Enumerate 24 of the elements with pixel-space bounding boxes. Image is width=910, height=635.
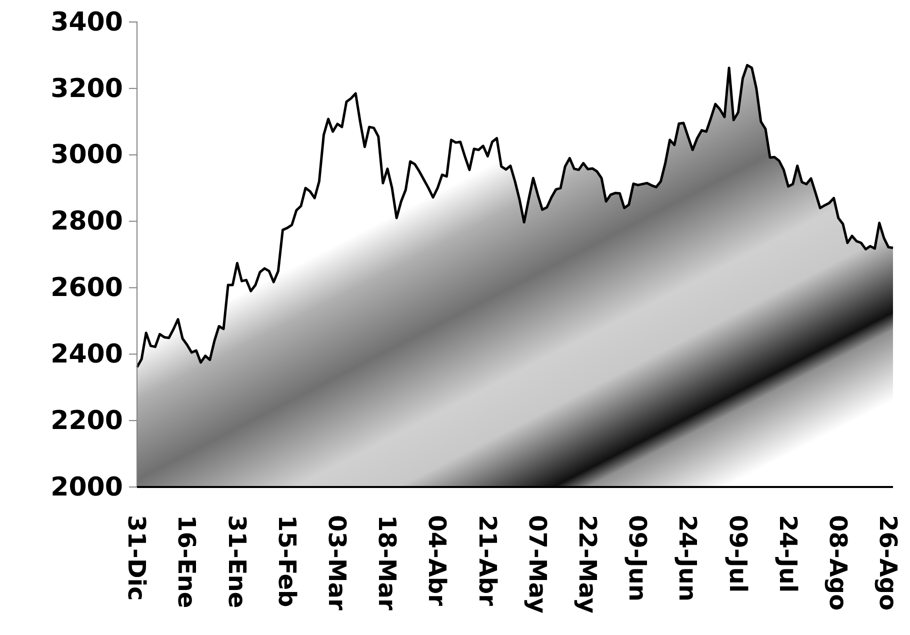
y-tick-label: 3000 (50, 140, 123, 170)
x-tick-label: 24-Jun (674, 515, 702, 602)
y-tick-label: 2400 (50, 339, 123, 370)
x-tick-label: 22-May (573, 515, 602, 614)
x-tick-label: 31-Ene (222, 515, 251, 608)
y-tick-label: 2200 (50, 406, 123, 436)
y-tick-label: 3400 (50, 7, 123, 38)
y-tick-label: 2000 (50, 472, 123, 502)
x-tick-label: 09-Jul (724, 515, 752, 593)
x-tick-label: 21-Abr (473, 515, 502, 606)
y-tick-label: 3200 (50, 74, 123, 104)
x-tick-label: 08-Ago (824, 515, 852, 611)
x-tick-label: 04-Abr (423, 515, 452, 606)
x-tick-label: 15-Feb (272, 515, 301, 608)
x-tick-label: 24-Jul (774, 515, 802, 593)
y-tick-label: 2600 (50, 273, 123, 304)
x-tick-label: 03-Mar (322, 515, 351, 610)
x-tick-label: 31-Dic (122, 515, 151, 601)
x-tick-label: 26-Ago (874, 515, 902, 611)
y-tick-label: 2800 (50, 206, 123, 237)
x-tick-label: 07-May (523, 515, 552, 614)
x-tick-label: 09-Jun (624, 515, 652, 602)
x-tick-label: 18-Mar (373, 515, 402, 610)
x-tick-label: 16-Ene (172, 515, 201, 608)
